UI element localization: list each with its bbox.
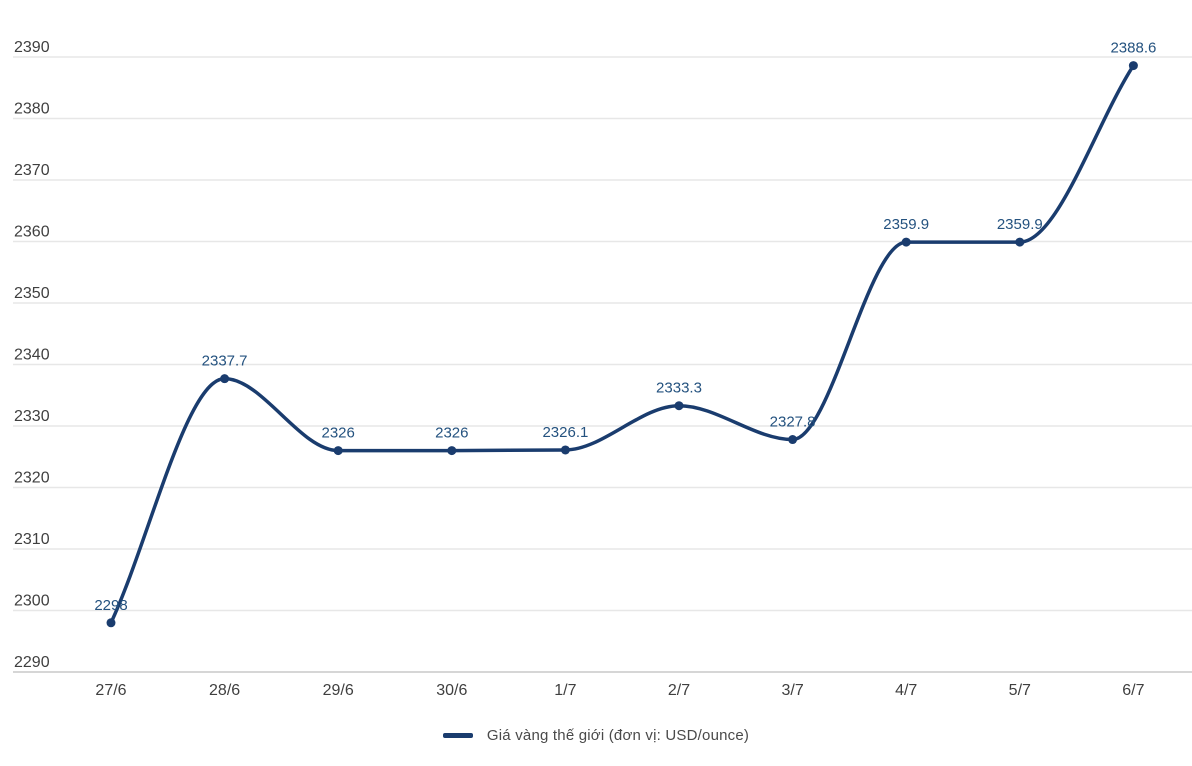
data-point-3/7[interactable] (788, 435, 798, 445)
y-tick-label-2300: 2300 (14, 593, 50, 610)
data-point-2/7[interactable] (674, 401, 684, 411)
y-tick-label-2360: 2360 (14, 224, 50, 241)
data-point-28/6[interactable] (220, 374, 230, 384)
x-tick-label-4/7: 4/7 (895, 682, 917, 699)
data-label-1/7: 2326.1 (542, 424, 588, 441)
data-label-28/6: 2337.7 (202, 353, 248, 370)
y-tick-label-2350: 2350 (14, 285, 50, 302)
y-tick-label-2380: 2380 (14, 101, 50, 118)
data-point-27/6[interactable] (106, 618, 116, 628)
data-label-3/7: 2327.8 (770, 414, 816, 431)
data-label-5/7: 2359.9 (997, 216, 1043, 233)
data-label-30/6: 2326 (435, 425, 468, 442)
y-tick-label-2290: 2290 (14, 654, 50, 671)
legend-label: Giá vàng thế giới (đơn vị: USD/ounce) (486, 727, 750, 744)
data-label-29/6: 2326 (322, 425, 355, 442)
data-point-30/6[interactable] (447, 446, 457, 456)
data-label-2/7: 2333.3 (656, 380, 702, 397)
x-tick-label-5/7: 5/7 (1009, 682, 1031, 699)
x-tick-label-30/6: 30/6 (436, 682, 467, 699)
data-label-4/7: 2359.9 (883, 216, 929, 233)
x-tick-label-27/6: 27/6 (95, 682, 126, 699)
y-tick-label-2320: 2320 (14, 470, 50, 487)
x-tick-label-2/7: 2/7 (668, 682, 690, 699)
y-tick-label-2390: 2390 (14, 39, 50, 56)
y-tick-label-2340: 2340 (14, 347, 50, 364)
data-point-5/7[interactable] (1015, 237, 1025, 247)
data-point-4/7[interactable] (901, 237, 911, 247)
legend[interactable]: Giá vàng thế giới (đơn vị: USD/ounce) (0, 727, 1192, 744)
x-tick-label-3/7: 3/7 (781, 682, 803, 699)
x-tick-label-29/6: 29/6 (323, 682, 354, 699)
data-point-29/6[interactable] (333, 446, 343, 456)
y-tick-label-2330: 2330 (14, 408, 50, 425)
data-point-6/7[interactable] (1128, 61, 1138, 71)
legend-line-swatch (442, 733, 473, 738)
y-tick-label-2370: 2370 (14, 162, 50, 179)
data-point-1/7[interactable] (560, 445, 570, 455)
data-label-27/6: 2298 (94, 597, 127, 614)
data-label-6/7: 2388.6 (1110, 40, 1156, 57)
x-tick-label-1/7: 1/7 (554, 682, 576, 699)
x-tick-label-28/6: 28/6 (209, 682, 240, 699)
series-line (109, 63, 1136, 625)
y-tick-label-2310: 2310 (14, 531, 50, 548)
x-tick-label-6/7: 6/7 (1122, 682, 1144, 699)
